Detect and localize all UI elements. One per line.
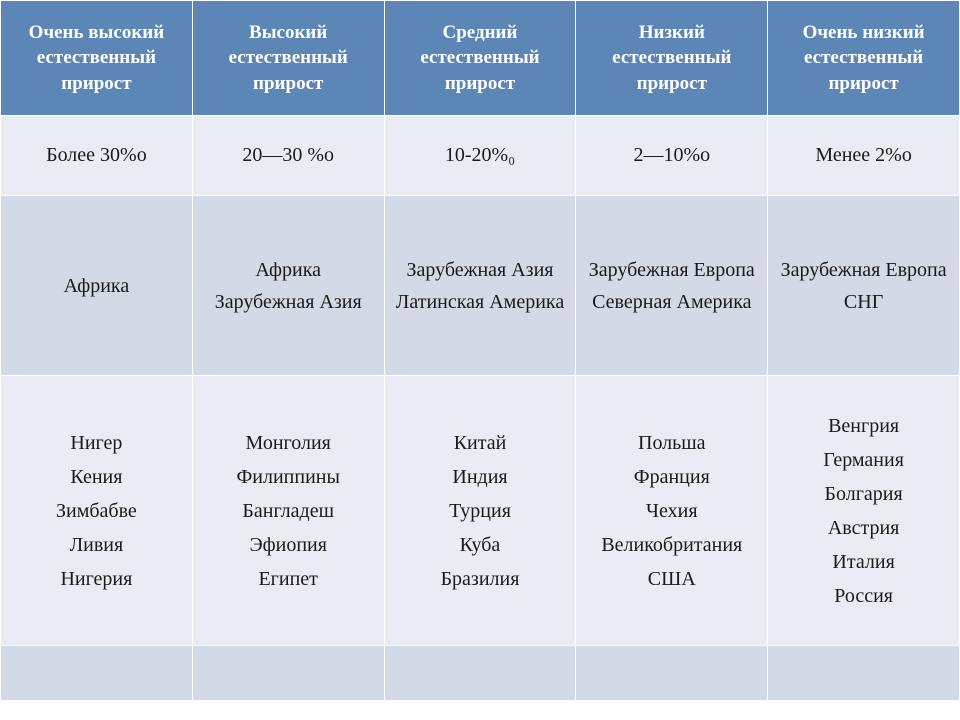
col-header-low: Низкий естественный прирост [576,1,768,116]
region-cell: Зарубежная Европа Северная Америка [576,196,768,376]
header-row: Очень высокий естественный прирост Высок… [1,1,960,116]
countries-cell: Венгрия Германия Болгария Австрия Италия… [768,376,960,646]
rate-cell: Менее 2%о [768,116,960,196]
rate-cell: 2—10%о [576,116,768,196]
blank-cell [192,646,384,701]
growth-table: Очень высокий естественный прирост Высок… [0,0,960,701]
region-cell: Зарубежная Азия Латинская Америка [384,196,576,376]
blank-cell [1,646,193,701]
blank-cell [768,646,960,701]
rate-cell: 10-20%₀ [384,116,576,196]
col-header-very-high: Очень высокий естественный прирост [1,1,193,116]
region-cell: Африка Зарубежная Азия [192,196,384,376]
countries-row: Нигер Кения Зимбабве Ливия Нигерия Монго… [1,376,960,646]
col-header-high: Высокий естественный прирост [192,1,384,116]
col-header-very-low: Очень низкий естественный прирост [768,1,960,116]
countries-cell: Китай Индия Турция Куба Бразилия [384,376,576,646]
region-cell: Зарубежная Европа СНГ [768,196,960,376]
blank-cell [384,646,576,701]
blank-row [1,646,960,701]
region-row: Африка Африка Зарубежная Азия Зарубежная… [1,196,960,376]
region-cell: Африка [1,196,193,376]
blank-cell [576,646,768,701]
col-header-medium: Средний естественный прирост [384,1,576,116]
rate-row: Более 30%о 20—30 %о 10-20%₀ 2—10%о Менее… [1,116,960,196]
rate-cell: Более 30%о [1,116,193,196]
countries-cell: Нигер Кения Зимбабве Ливия Нигерия [1,376,193,646]
countries-cell: Монголия Филиппины Бангладеш Эфиопия Еги… [192,376,384,646]
countries-cell: Польша Франция Чехия Великобритания США [576,376,768,646]
rate-cell: 20—30 %о [192,116,384,196]
